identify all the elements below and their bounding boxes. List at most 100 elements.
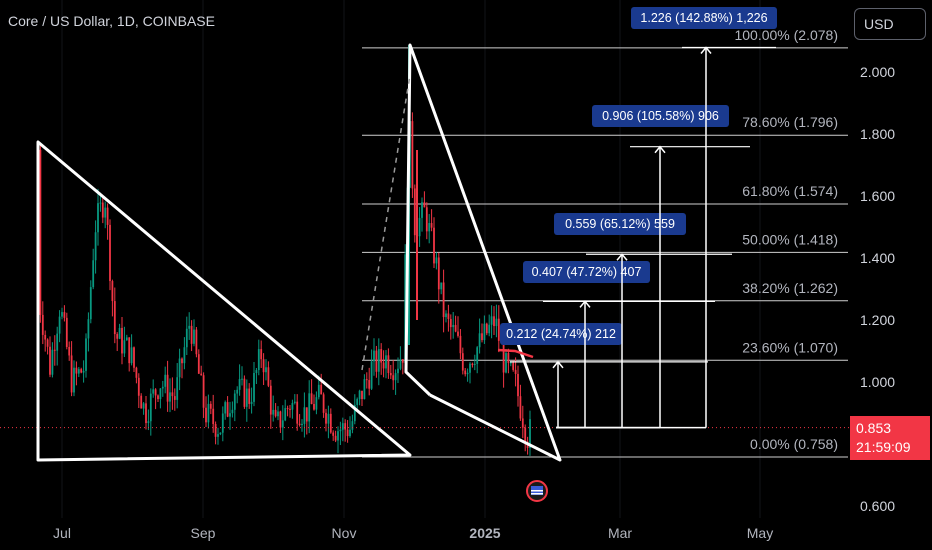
candle-body xyxy=(92,260,95,288)
measure-label-text: 1.226 (142.88%) 1,226 xyxy=(640,11,767,25)
candle-body xyxy=(243,378,246,407)
candle-body xyxy=(85,338,87,371)
candle-body xyxy=(39,149,42,315)
candle-body xyxy=(269,385,272,415)
candle-body xyxy=(229,413,231,417)
candle-body xyxy=(284,408,287,421)
candle-body xyxy=(255,370,258,374)
candle-body xyxy=(241,378,243,380)
candle-body xyxy=(466,372,469,375)
candle-body xyxy=(310,393,313,405)
candle-body xyxy=(301,423,303,426)
candle-body xyxy=(178,358,181,378)
candle-body xyxy=(404,254,407,363)
measure-label-box xyxy=(592,105,729,127)
candle-body xyxy=(449,318,452,328)
candle-body xyxy=(51,349,54,375)
candle-body xyxy=(140,395,143,409)
candle-body xyxy=(447,313,450,319)
candle-body xyxy=(464,370,467,375)
candle-body xyxy=(375,350,378,372)
candle-body xyxy=(473,363,476,366)
candle-body xyxy=(425,207,428,232)
candle-body xyxy=(65,317,68,347)
candle-body xyxy=(356,399,359,405)
candle-body xyxy=(322,394,325,413)
candle-body xyxy=(154,389,157,396)
candle-body xyxy=(118,327,121,339)
x-axis-tick-label: Nov xyxy=(332,525,357,541)
symbol-title[interactable]: Core / US Dollar, 1D, COINBASE xyxy=(8,13,215,29)
candle-body xyxy=(176,377,179,400)
candle-body xyxy=(253,373,255,402)
candle-body xyxy=(104,207,107,218)
candle-body xyxy=(109,224,111,282)
falling-wedge-right xyxy=(404,43,562,462)
bar-countdown: 21:59:09 xyxy=(856,439,911,455)
event-markers[interactable] xyxy=(526,480,548,502)
last-price-tag: 0.853 21:59:09 xyxy=(850,416,930,460)
measurement-tools[interactable]: 0.212 (24.74%) 212 0.407 (47.72%) 407 0.55… xyxy=(500,7,777,429)
measure-label-text: 0.407 (47.72%) 407 xyxy=(532,265,642,279)
candle-body xyxy=(193,329,195,344)
fib-level-label: 38.20% (1.262) xyxy=(742,280,838,296)
candle-body xyxy=(521,418,524,428)
candle-body xyxy=(317,384,320,398)
y-axis-tick-label: 1.800 xyxy=(860,126,895,142)
candle-body xyxy=(337,431,339,441)
candle-body xyxy=(437,257,440,290)
candle-body xyxy=(44,334,47,340)
candle-body xyxy=(399,359,402,369)
currency-button[interactable]: USD xyxy=(854,8,926,40)
trendline-drawings[interactable] xyxy=(0,43,850,462)
candle-body xyxy=(514,369,517,374)
candle-body xyxy=(214,424,217,437)
x-axis-tick-label: May xyxy=(747,525,773,541)
candle-body xyxy=(185,328,188,348)
candle-body xyxy=(236,389,239,394)
candle-body xyxy=(164,374,167,387)
candle-body xyxy=(221,413,224,433)
candle-body xyxy=(329,413,332,433)
candle-body xyxy=(267,367,270,386)
candle-body xyxy=(217,434,219,437)
candle-body xyxy=(106,207,109,225)
candle-body xyxy=(145,403,147,424)
candle-body xyxy=(413,188,416,236)
fibonacci-retracement[interactable]: 100.00% (2.078) 78.60% (1.796) 61.80% (1.5… xyxy=(362,27,848,458)
candle-body xyxy=(226,402,229,417)
candle-body xyxy=(205,407,207,423)
candle-body xyxy=(116,334,119,339)
candle-body xyxy=(183,347,186,364)
y-axis-tick-label: 2.000 xyxy=(860,64,895,80)
candle-body xyxy=(61,312,63,317)
candle-body xyxy=(142,403,145,409)
candle-body xyxy=(157,395,159,400)
candle-body xyxy=(181,358,183,364)
candle-body xyxy=(149,393,152,422)
candle-body xyxy=(397,368,399,374)
candle-body xyxy=(80,369,83,373)
candle-body xyxy=(99,202,102,204)
flag-stripe xyxy=(531,490,543,492)
candle-body xyxy=(459,335,462,354)
candle-body xyxy=(224,402,227,414)
candle-body xyxy=(529,419,531,448)
candle-body xyxy=(495,318,498,327)
descending-triangle-left xyxy=(36,140,412,462)
candle-body xyxy=(445,313,447,318)
candle-body xyxy=(68,346,71,356)
candle-body xyxy=(197,354,200,374)
candle-body xyxy=(320,384,323,395)
candle-body xyxy=(361,390,363,400)
candle-body xyxy=(169,392,171,402)
candle-body xyxy=(274,409,277,417)
candle-body xyxy=(260,349,263,360)
candle-body xyxy=(315,397,318,410)
candle-body xyxy=(166,374,169,402)
candle-body xyxy=(231,409,234,414)
candle-body xyxy=(344,423,347,430)
candle-body xyxy=(161,386,164,389)
candle-body xyxy=(41,314,44,335)
